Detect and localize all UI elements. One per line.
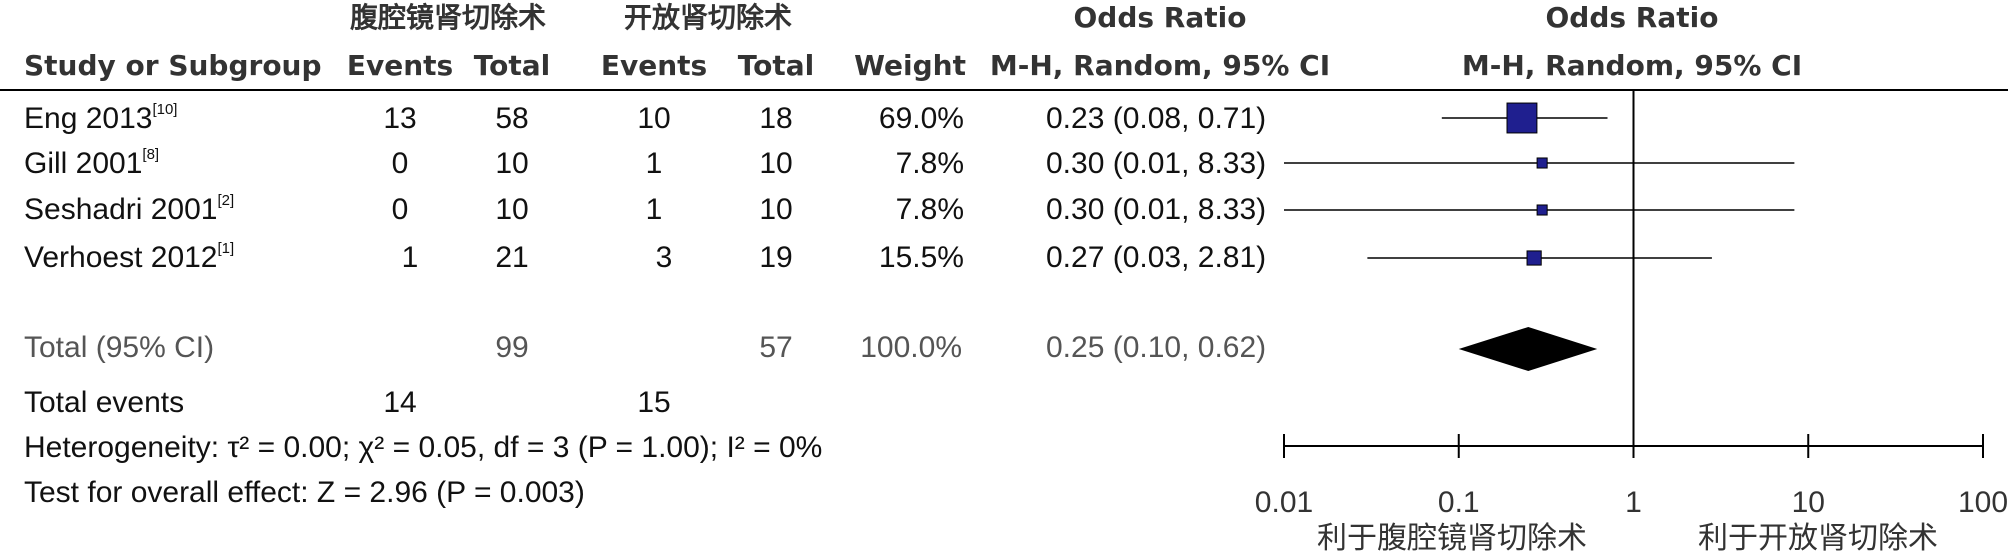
events2-cell: 3 [655, 241, 673, 274]
study-name: Gill 2001[8] [24, 146, 160, 180]
total2-cell: 19 [759, 241, 793, 274]
total1-cell: 58 [495, 102, 529, 135]
events1-cell: 1 [401, 241, 419, 274]
weight-cell: 100.0% [860, 331, 962, 364]
events2-header: Events [600, 49, 708, 82]
heterogeneity-text: Heterogeneity: τ² = 0.00; χ² = 0.05, df … [24, 431, 823, 464]
point-estimate-square [1506, 102, 1538, 134]
point-estimate-square [1526, 250, 1542, 266]
total2-cell: 57 [759, 331, 793, 364]
point-estimate-square [1536, 204, 1548, 216]
study-name: Seshadri 2001[2] [24, 192, 235, 226]
weight-cell: 69.0% [878, 102, 964, 135]
odds-ratio-col-header: Odds Ratio [1073, 1, 1247, 34]
events2-cell: 15 [637, 386, 671, 419]
total2-header: Total [737, 49, 815, 82]
x-axis-tick-label: 10 [1792, 486, 1825, 519]
weight-cell: 7.8% [895, 193, 964, 226]
events1-header: Events [346, 49, 454, 82]
total-label: Total (95% CI) [24, 331, 215, 364]
total2-cell: 10 [759, 193, 793, 226]
method-plot-header: M-H, Random, 95% CI [1461, 49, 1803, 82]
point-estimate-square [1536, 157, 1548, 169]
events1-cell: 0 [391, 147, 409, 180]
group1-header: 腹腔镜肾切除术 [349, 1, 547, 34]
total1-cell: 10 [495, 147, 529, 180]
ci-cell: 0.27 (0.03, 2.81) [1046, 241, 1267, 274]
study-col-header: Study or Subgroup [24, 49, 322, 82]
weight-header: Weight [854, 49, 966, 82]
total1-cell: 10 [495, 193, 529, 226]
ci-cell: 0.30 (0.01, 8.33) [1046, 147, 1267, 180]
total1-cell: 99 [495, 331, 529, 364]
weight-cell: 7.8% [895, 147, 964, 180]
weight-cell: 15.5% [878, 241, 964, 274]
total1-header: Total [473, 49, 551, 82]
x-axis-tick-label: 0.01 [1255, 486, 1313, 519]
x-axis-tick-label: 0.1 [1438, 486, 1480, 519]
ci-cell: 0.30 (0.01, 8.33) [1046, 193, 1267, 226]
events2-cell: 1 [645, 147, 663, 180]
events1-cell: 14 [383, 386, 417, 419]
events2-cell: 10 [637, 102, 671, 135]
method-col-header: M-H, Random, 95% CI [989, 49, 1331, 82]
ci-cell: 0.23 (0.08, 0.71) [1046, 102, 1267, 135]
total2-cell: 10 [759, 147, 793, 180]
events2-cell: 1 [645, 193, 663, 226]
total-events-label: Total events [24, 386, 185, 419]
events1-cell: 0 [391, 193, 409, 226]
ci-cell: 0.25 (0.10, 0.62) [1046, 331, 1267, 364]
favours-right-label: 利于开放肾切除术 [1698, 521, 1938, 556]
study-name: Verhoest 2012[1] [24, 240, 235, 274]
favours-left-label: 利于腹腔镜肾切除术 [1317, 521, 1587, 556]
overall-effect-text: Test for overall effect: Z = 2.96 (P = 0… [24, 476, 585, 509]
odds-ratio-plot-header: Odds Ratio [1545, 1, 1719, 34]
x-axis-tick-label: 100 [1958, 486, 2008, 519]
events1-cell: 13 [383, 102, 417, 135]
total2-cell: 18 [759, 102, 793, 135]
x-axis-tick-label: 1 [1625, 486, 1642, 519]
study-name: Eng 2013[10] [24, 101, 178, 135]
group2-header: 开放肾切除术 [623, 1, 793, 34]
pooled-diamond [1458, 327, 1598, 371]
total1-cell: 21 [495, 241, 529, 274]
